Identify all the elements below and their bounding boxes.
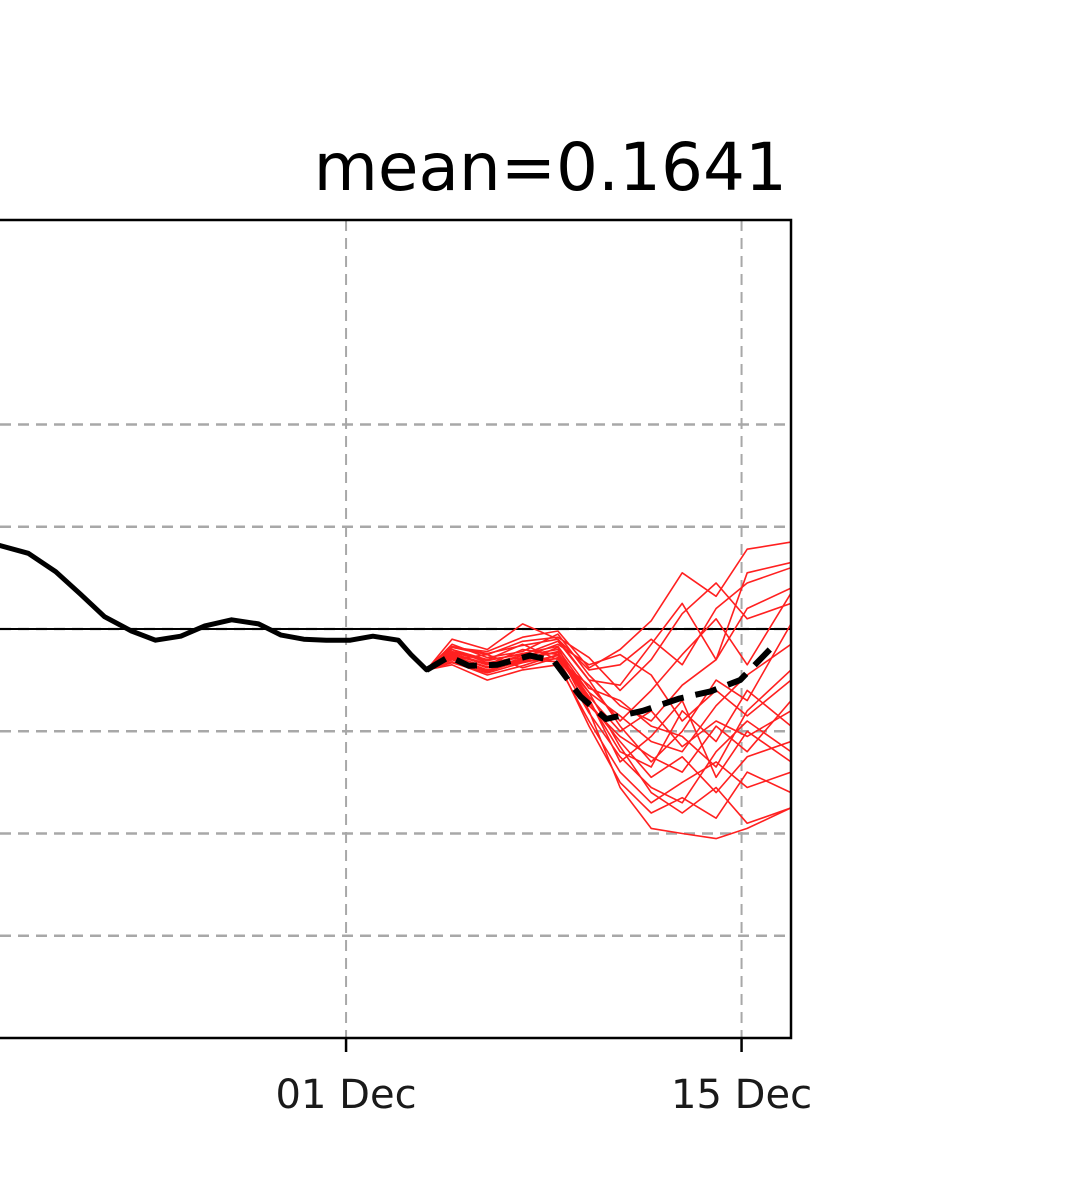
ensemble-member-line-10 <box>426 643 791 722</box>
observed-line <box>0 542 430 673</box>
ensemble-members-layer <box>425 541 791 840</box>
ensemble-member-line-18 <box>426 657 791 804</box>
ensemble-member-line-4 <box>425 561 791 687</box>
x-tick-label-1: 15 Dec <box>671 1072 812 1118</box>
observed-series-layer <box>0 542 430 673</box>
ensemble-member-line-15 <box>426 623 791 763</box>
ensemble-member-line-17 <box>426 566 791 671</box>
x-tick-layer: 01 Dec 15 Dec <box>276 1038 812 1118</box>
x-tick-label-0: 01 Dec <box>276 1072 417 1118</box>
ensemble-member-line-7 <box>426 663 791 804</box>
ensemble-member-line-16 <box>426 654 791 794</box>
ensemble-member-line-12 <box>426 582 791 692</box>
plot-frame <box>0 218 793 1040</box>
axes-layer <box>0 218 793 1040</box>
ensemble-mean-layer <box>425 647 772 722</box>
ensemble-member-line-8 <box>426 587 791 722</box>
ensemble-member-line-2 <box>426 648 791 825</box>
ensemble-member-line-19 <box>426 645 791 768</box>
ensemble-member-line-11 <box>426 653 791 779</box>
ensemble-mean-line <box>425 647 772 722</box>
chart-title: mean=0.1641 <box>314 129 787 206</box>
ensemble-member-line-3 <box>426 650 791 840</box>
